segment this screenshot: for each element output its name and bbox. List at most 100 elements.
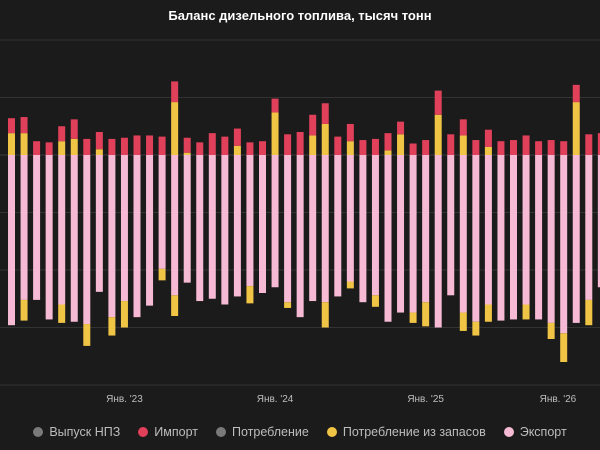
bar-stock-positive: [346, 141, 354, 155]
bar-stock-positive: [321, 123, 329, 155]
bar-stock-negative: [422, 302, 430, 327]
bar-import: [572, 84, 580, 103]
x-tick-label: Янв. '25: [407, 394, 444, 405]
bar-export: [83, 155, 91, 325]
bar-stock-negative: [484, 304, 492, 322]
chart-title: Баланс дизельного топлива, тысяч тонн: [168, 8, 432, 23]
bar-import: [371, 138, 379, 155]
bar-import: [447, 134, 455, 155]
bar-export: [547, 155, 555, 323]
bar-export: [560, 155, 568, 334]
bar-export: [434, 155, 442, 328]
bar-import: [384, 133, 392, 151]
legend-dot-icon: [215, 427, 226, 437]
bar-stock-positive: [58, 141, 66, 155]
bar-export: [359, 155, 367, 303]
bar-stock-positive: [183, 152, 191, 155]
legend-item[interactable]: Импорт: [138, 425, 198, 439]
bar-export: [196, 155, 204, 302]
bar-import: [459, 119, 467, 136]
bar-import: [472, 140, 480, 155]
bar-stock-negative: [321, 302, 329, 328]
bar-import: [359, 140, 367, 155]
bar-stock-positive: [271, 112, 279, 155]
bar-stock-negative: [158, 268, 166, 281]
bar-import: [70, 119, 78, 139]
bar-import: [133, 135, 141, 155]
bar-export: [146, 155, 154, 306]
x-tick-label: Янв. '23: [106, 394, 143, 405]
bar-import: [171, 81, 179, 103]
x-axis-ticks: Янв. '23 Янв. '24 Янв. '25 Янв. '26: [106, 394, 577, 405]
bar-stock-negative: [585, 299, 593, 326]
bar-import: [535, 141, 543, 155]
legend-label: Потребление: [231, 425, 309, 439]
bar-stock-negative: [409, 312, 417, 323]
bar-import: [158, 136, 166, 155]
bar-import: [484, 129, 492, 147]
bar-export: [271, 155, 279, 288]
legend-item[interactable]: Потребление: [215, 425, 309, 439]
bar-import: [560, 141, 568, 155]
bar-import: [95, 132, 103, 150]
bar-import: [108, 138, 116, 155]
bar-import: [296, 132, 304, 155]
legend-item[interactable]: Экспорт: [503, 425, 567, 439]
bar-export: [409, 155, 417, 313]
bar-export: [497, 155, 505, 321]
bar-stock-negative: [83, 324, 91, 346]
bar-stock-positive: [434, 114, 442, 155]
legend-label: Потребление из запасов: [342, 425, 486, 439]
bar-import: [497, 141, 505, 155]
bar-export: [572, 155, 580, 323]
bar-import: [597, 133, 600, 155]
legend-label: Экспорт: [519, 425, 567, 439]
bar-stock-negative: [522, 304, 530, 320]
legend-label: Выпуск НПЗ: [49, 425, 121, 439]
bar-export: [259, 155, 266, 293]
bar-stock-positive: [95, 149, 103, 155]
bar-import: [183, 137, 191, 153]
bar-export: [585, 155, 593, 300]
bar-stock-positive: [20, 133, 28, 155]
bar-stock-positive: [309, 135, 317, 155]
legend-item[interactable]: Потребление из запасов: [326, 425, 486, 439]
bar-export: [459, 155, 467, 313]
bar-stock-negative: [120, 301, 128, 328]
bar-export: [472, 155, 480, 322]
bar-export: [384, 155, 392, 322]
bar-export: [346, 155, 354, 282]
legend-dot-icon: [503, 427, 514, 437]
legend: Выпуск НПЗ Импорт Потребление Потребление и…: [0, 422, 600, 442]
bar-import: [146, 135, 154, 155]
bar-export: [70, 155, 78, 322]
bar-import: [409, 143, 417, 155]
x-tick-label: Янв. '26: [540, 394, 577, 405]
bar-export: [447, 155, 455, 296]
bar-stock-negative: [371, 295, 379, 307]
bar-stock-positive: [70, 138, 78, 155]
bar-stock-negative: [284, 302, 292, 308]
bar-stock-positive: [171, 102, 179, 155]
bar-export: [522, 155, 530, 305]
bar-stock-positive: [8, 133, 15, 155]
bar-stock-negative: [346, 281, 354, 289]
bar-import: [271, 98, 279, 113]
bar-export: [208, 155, 216, 299]
legend-item[interactable]: Выпуск НПЗ: [33, 425, 120, 439]
bar-export: [422, 155, 430, 303]
bar-stock-positive: [459, 135, 467, 155]
bar-export: [371, 155, 379, 296]
bar-export: [8, 155, 15, 326]
bar-export: [120, 155, 128, 302]
bar-export: [95, 155, 103, 292]
bar-export: [183, 155, 191, 283]
bar-export: [233, 155, 241, 297]
legend-dot-icon: [138, 427, 149, 437]
bar-import: [510, 140, 517, 155]
bars: [8, 81, 600, 362]
chart-plot: Янв. '23 Янв. '24 Янв. '25 Янв. '26: [0, 39, 600, 405]
bar-export: [535, 155, 543, 320]
bar-export: [597, 155, 600, 288]
bar-import: [334, 136, 342, 155]
